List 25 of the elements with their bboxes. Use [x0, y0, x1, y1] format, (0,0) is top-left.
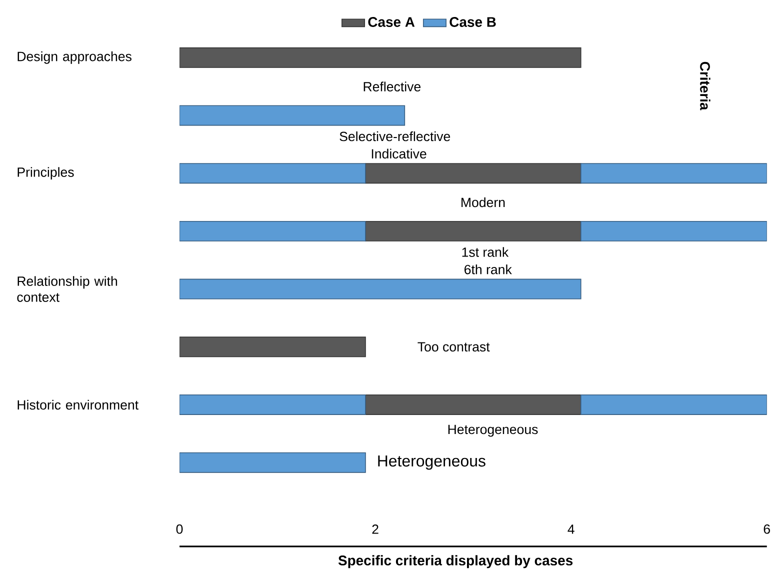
bar: [365, 221, 582, 242]
y-axis-title: Criteria: [700, 62, 710, 110]
x-tick-label: 2: [372, 524, 378, 534]
annotation: Too contrast: [418, 342, 490, 352]
legend-label: Case A: [368, 17, 415, 28]
bar: [365, 394, 582, 416]
legend-label: Case B: [450, 17, 496, 28]
annotation: Selective-reflective: [340, 132, 450, 142]
y-tick-label: Design approaches: [18, 52, 132, 64]
annotation: Reflective: [364, 82, 421, 92]
annotation: 1st rank: [462, 247, 509, 258]
bar: [180, 48, 582, 68]
bar: [365, 163, 582, 184]
annotation: Modern: [462, 198, 505, 208]
y-tick-label: Principles: [18, 167, 74, 180]
x-tick-label: 4: [568, 524, 574, 534]
annotation: Heterogeneous: [448, 425, 538, 437]
y-tick-label: Historic environment: [18, 400, 138, 410]
x-axis-title: Specific criteria displayed by cases: [338, 555, 573, 568]
annotation: Heterogeneous: [378, 456, 486, 470]
x-tick-label: 6: [764, 524, 770, 534]
annotation: Indicative: [372, 148, 426, 159]
x-tick-label: 0: [176, 524, 183, 534]
annotation: 6th rank: [464, 264, 512, 274]
y-tick-label: Relationship with context: [17, 276, 118, 302]
